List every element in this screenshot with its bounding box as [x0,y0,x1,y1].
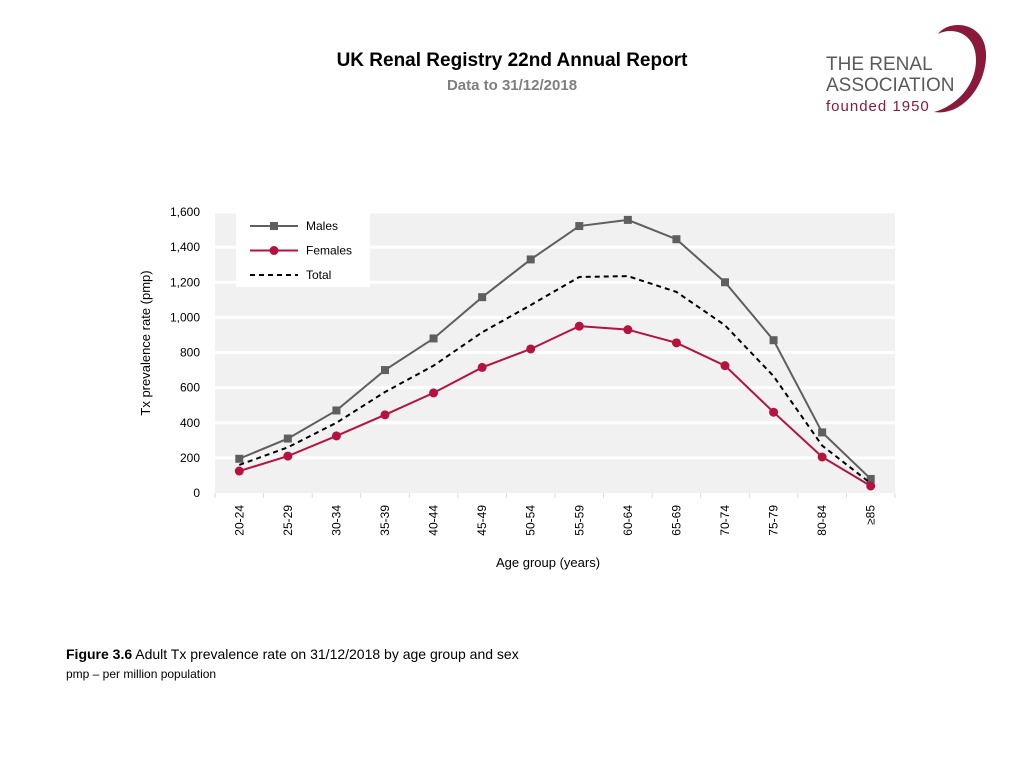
figure-caption: Figure 3.6 Adult Tx prevalence rate on 3… [66,646,519,662]
x-tick-label: 60-64 [621,505,635,536]
legend-marker-males [270,222,278,230]
data-point-females [720,361,730,371]
data-point-females [574,321,584,331]
data-point-females [477,362,487,372]
data-point-males [381,366,389,375]
x-tick-label: 40-44 [427,505,441,536]
data-point-females [769,407,779,417]
data-point-females [623,325,633,335]
y-tick-label: 200 [180,451,200,465]
y-tick-label: 600 [180,381,200,395]
logo-line-2: ASSOCIATION [826,75,954,96]
series-line-males [238,218,872,480]
series-line-total [238,275,872,485]
x-tick-label: ≥85 [864,505,878,525]
x-tick-label: 55-59 [572,505,586,536]
y-tick-label: 400 [180,416,200,430]
x-tick-label: 65-69 [669,505,683,536]
y-tick-label: 0 [193,486,200,500]
x-tick-label: 35-39 [378,505,392,536]
page-subtitle: Data to 31/12/2018 [446,77,578,94]
data-point-females [866,481,876,491]
y-tick-label: 800 [180,346,200,360]
data-point-males [818,428,827,437]
legend-label-males: Males [306,219,338,233]
legend-label-total: Total [306,268,331,282]
logo-swoosh-icon [934,25,987,113]
data-point-males [721,278,729,287]
chart: 0 200 400 600 800 1,000 1,200 1,400 1,600 20-24 25… [138,205,896,570]
y-axis-label: Tx prevalence rate (pmp) [138,270,153,415]
data-point-males [235,454,244,463]
logo-line-3: founded 1950 [826,98,930,115]
x-tick-label: 70-74 [718,505,732,536]
x-tick-label: 25-29 [281,505,295,536]
x-tick-label: 20-24 [232,505,246,536]
data-point-males [866,474,875,483]
data-point-females [817,452,827,462]
x-tick-label: 50-54 [524,505,538,536]
data-point-males [478,293,487,302]
legend-label-females: Females [306,244,352,258]
y-tick-label: 1,200 [170,275,200,289]
data-point-females [283,451,293,461]
x-tick-label: 45-49 [475,505,489,536]
data-point-females [671,338,681,348]
renal-association-logo: THE RENAL ASSOCIATION founded 1950 [826,25,987,115]
data-point-females [234,466,244,476]
figure-caption-text: Adult Tx prevalence rate on 31/12/2018 b… [132,646,519,662]
legend-marker-females [269,246,279,255]
logo-line-1: THE RENAL [826,54,933,75]
y-tick-label: 1,000 [170,310,200,324]
data-point-males [575,222,584,231]
figure-note: pmp – per million population [66,667,217,681]
data-point-females [526,344,536,354]
x-tick-label: 75-79 [767,505,781,536]
data-point-males [283,434,292,443]
data-point-males [526,255,535,264]
data-point-males [672,235,681,244]
series-line-females [238,325,872,487]
x-tick-label: 30-34 [329,505,343,536]
data-point-females [380,410,390,420]
y-tick-label: 1,600 [170,205,200,219]
data-point-males [429,334,438,343]
page-title: UK Renal Registry 22nd Annual Report [336,50,688,71]
data-point-females [331,431,341,441]
x-axis-label: Age group (years) [496,555,600,570]
x-tick-label: 80-84 [815,505,829,536]
figure-label: Figure 3.6 [66,646,133,662]
y-tick-label: 1,400 [170,240,200,254]
data-point-males [623,215,632,224]
data-point-males [769,336,778,345]
data-point-males [332,406,341,415]
data-point-females [429,388,439,398]
